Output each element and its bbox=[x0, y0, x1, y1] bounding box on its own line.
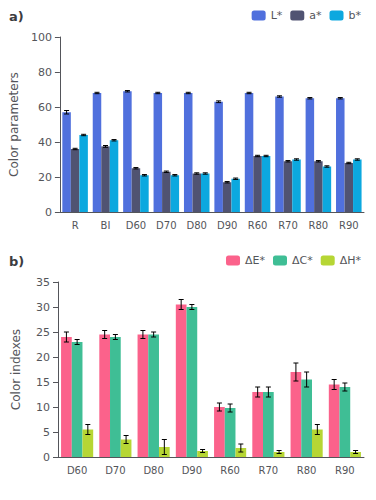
svg-text:R: R bbox=[72, 220, 79, 231]
svg-text:ΔE*: ΔE* bbox=[245, 254, 265, 267]
svg-text:40: 40 bbox=[38, 136, 52, 149]
svg-text:R80: R80 bbox=[309, 220, 329, 231]
svg-text:ΔC*: ΔC* bbox=[292, 254, 313, 267]
svg-text:D70: D70 bbox=[156, 220, 176, 231]
svg-text:5: 5 bbox=[43, 426, 50, 439]
svg-text:b*: b* bbox=[349, 9, 362, 22]
svg-text:Color indexes: Color indexes bbox=[9, 329, 23, 410]
svg-text:BI: BI bbox=[101, 220, 111, 231]
svg-text:25: 25 bbox=[36, 326, 50, 339]
svg-text:Color parameters: Color parameters bbox=[7, 72, 21, 177]
svg-text:R90: R90 bbox=[339, 220, 359, 231]
svg-text:D60: D60 bbox=[126, 220, 146, 231]
svg-text:30: 30 bbox=[36, 301, 50, 314]
svg-text:0: 0 bbox=[43, 451, 50, 464]
svg-text:L*: L* bbox=[271, 9, 283, 22]
svg-text:a): a) bbox=[9, 9, 24, 24]
svg-text:0: 0 bbox=[45, 206, 52, 219]
svg-text:R60: R60 bbox=[220, 465, 240, 476]
svg-text:D80: D80 bbox=[143, 465, 163, 476]
svg-text:20: 20 bbox=[36, 351, 50, 364]
svg-text:D60: D60 bbox=[67, 465, 87, 476]
svg-text:a*: a* bbox=[309, 9, 322, 22]
svg-text:R80: R80 bbox=[297, 465, 317, 476]
svg-text:R90: R90 bbox=[335, 465, 355, 476]
svg-text:80: 80 bbox=[38, 66, 52, 79]
svg-text:R70: R70 bbox=[278, 220, 298, 231]
svg-text:D70: D70 bbox=[105, 465, 125, 476]
svg-text:100: 100 bbox=[31, 31, 52, 44]
svg-text:D90: D90 bbox=[182, 465, 202, 476]
svg-text:60: 60 bbox=[38, 101, 52, 114]
svg-text:R70: R70 bbox=[259, 465, 279, 476]
svg-text:R60: R60 bbox=[248, 220, 268, 231]
svg-text:D90: D90 bbox=[217, 220, 237, 231]
svg-text:20: 20 bbox=[38, 171, 52, 184]
svg-text:15: 15 bbox=[36, 376, 50, 389]
svg-text:b): b) bbox=[9, 254, 24, 269]
svg-text:35: 35 bbox=[36, 276, 50, 289]
svg-text:ΔH*: ΔH* bbox=[340, 254, 362, 267]
svg-text:D80: D80 bbox=[187, 220, 207, 231]
svg-text:10: 10 bbox=[36, 401, 50, 414]
